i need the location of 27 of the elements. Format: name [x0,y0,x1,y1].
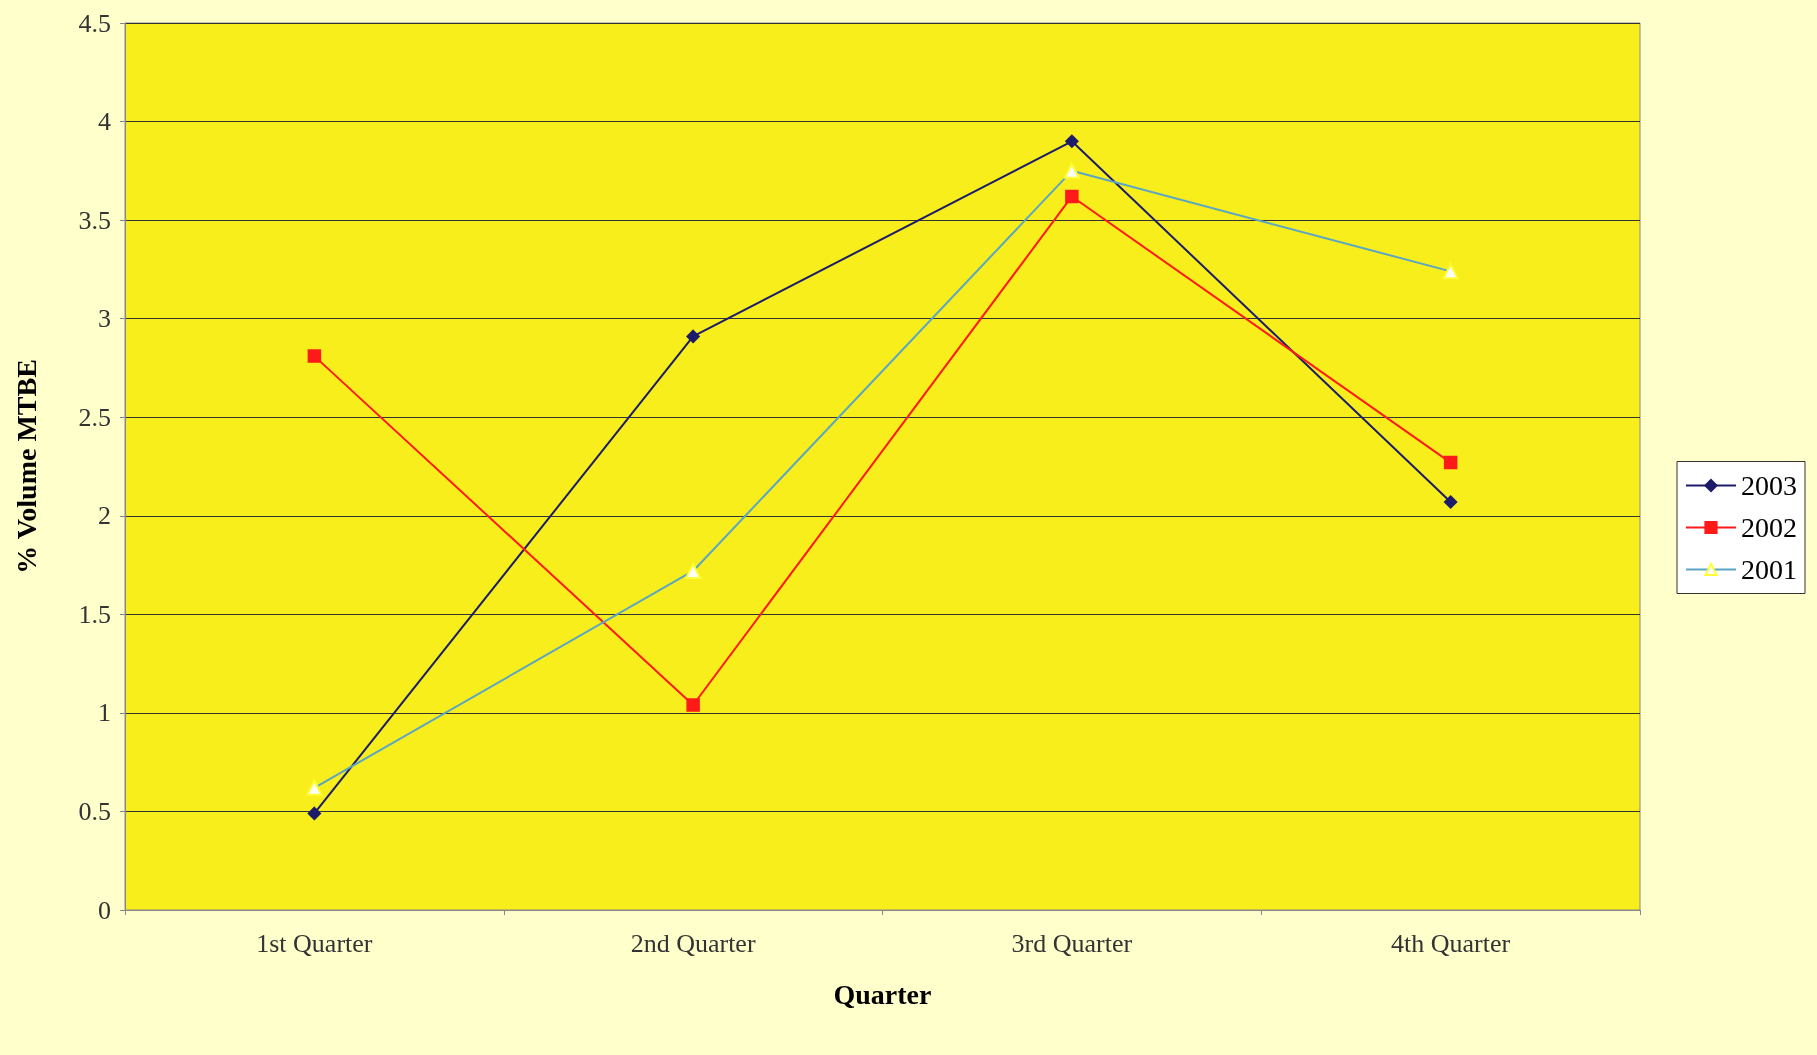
point [686,329,700,344]
y-axis-title: % Volume MTBE [10,359,42,574]
x-axis-title: Quarter [833,978,932,1010]
y-tick-label: 3.5 [78,205,111,235]
point [1065,189,1079,204]
y-tick-label: 2 [98,501,111,531]
y-tick-label: 3 [98,304,111,334]
point [307,349,322,363]
y-tick-label: 4.5 [78,8,111,38]
legend-label: 2001 [1741,554,1797,585]
point [686,698,700,712]
y-tick-label: 4 [98,107,111,137]
point [1065,134,1079,149]
y-tick-label: 2.5 [78,402,111,432]
point [1443,495,1458,509]
x-tick-label: 1st Quarter [256,928,373,958]
point [1443,455,1458,470]
y-tick-label: 0 [98,895,111,925]
y-tick-label: 0.5 [78,796,111,826]
x-tick-label: 4th Quarter [1391,928,1511,958]
x-tick-label: 2nd Quarter [630,928,756,958]
y-tick-label: 1.5 [78,599,111,629]
point [307,806,322,821]
legend-label: 2002 [1741,512,1797,543]
x-tick-label: 3rd Quarter [1011,928,1133,958]
y-tick-label: 1 [98,698,111,728]
legend-label: 2003 [1741,470,1797,501]
